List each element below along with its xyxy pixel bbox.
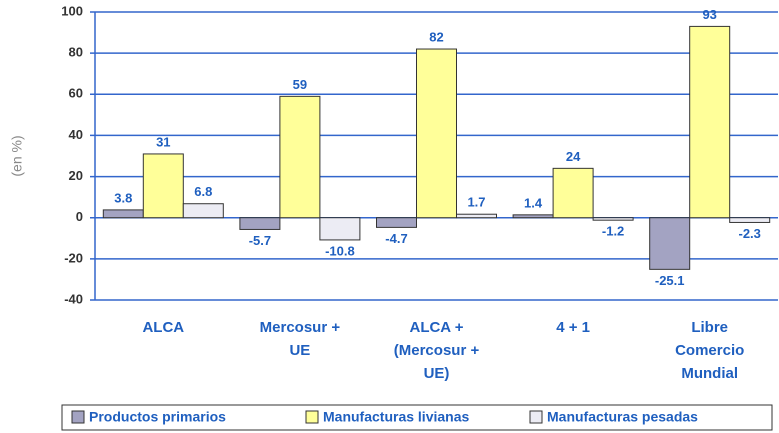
bar xyxy=(649,217,691,270)
y-tick-label: -20 xyxy=(64,250,83,265)
bar xyxy=(729,217,771,223)
value-label: -2.3 xyxy=(738,226,760,241)
bar xyxy=(102,209,144,219)
value-label: 1.4 xyxy=(524,195,543,210)
legend-swatch xyxy=(305,410,319,424)
x-tick-label: ALCA + (Mercosur + UE) xyxy=(393,319,480,382)
value-label: 59 xyxy=(293,77,307,92)
bar xyxy=(319,217,361,241)
value-label: 1.7 xyxy=(467,195,485,210)
bar xyxy=(239,217,281,230)
x-tick-label: ALCA xyxy=(142,319,185,336)
legend-swatch xyxy=(529,410,543,424)
value-label: 31 xyxy=(156,134,170,149)
y-tick-label: 40 xyxy=(69,127,83,142)
bar xyxy=(552,167,594,219)
y-tick-label: 0 xyxy=(76,209,83,224)
value-label: -25.1 xyxy=(655,273,685,288)
value-label: 24 xyxy=(566,149,581,164)
y-tick-label: 60 xyxy=(69,86,83,101)
bar xyxy=(142,153,184,219)
x-tick-label: Libre Comercio Mundial xyxy=(675,319,745,382)
bar xyxy=(512,214,554,219)
legend-label: Manufacturas pesadas xyxy=(547,409,698,425)
legend-box xyxy=(61,404,773,431)
value-label: 82 xyxy=(429,29,443,44)
bar xyxy=(376,217,417,228)
value-label: -5.7 xyxy=(249,233,271,248)
legend-swatch xyxy=(71,410,85,424)
y-axis-label: (en %) xyxy=(9,135,25,176)
bar xyxy=(182,203,224,219)
x-tick-label: 4 + 1 xyxy=(556,319,590,336)
value-label: 3.8 xyxy=(114,190,132,205)
value-label: -1.2 xyxy=(602,224,624,239)
x-tick-label: Mercosur + UE xyxy=(259,319,341,359)
value-label: 93 xyxy=(702,7,716,22)
value-label: -10.8 xyxy=(325,243,355,258)
legend-label: Productos primarios xyxy=(89,409,226,425)
legend-label: Manufacturas livianas xyxy=(323,409,469,425)
y-tick-label: 100 xyxy=(61,3,83,18)
y-tick-label: 80 xyxy=(69,45,83,60)
bar xyxy=(416,48,457,219)
bar xyxy=(456,213,497,219)
y-tick-label: -40 xyxy=(64,291,83,306)
bar xyxy=(592,217,634,221)
bar xyxy=(689,25,731,219)
value-label: 6.8 xyxy=(194,184,212,199)
bar xyxy=(279,95,321,219)
y-tick-label: 20 xyxy=(69,168,83,183)
value-label: -4.7 xyxy=(385,231,407,246)
